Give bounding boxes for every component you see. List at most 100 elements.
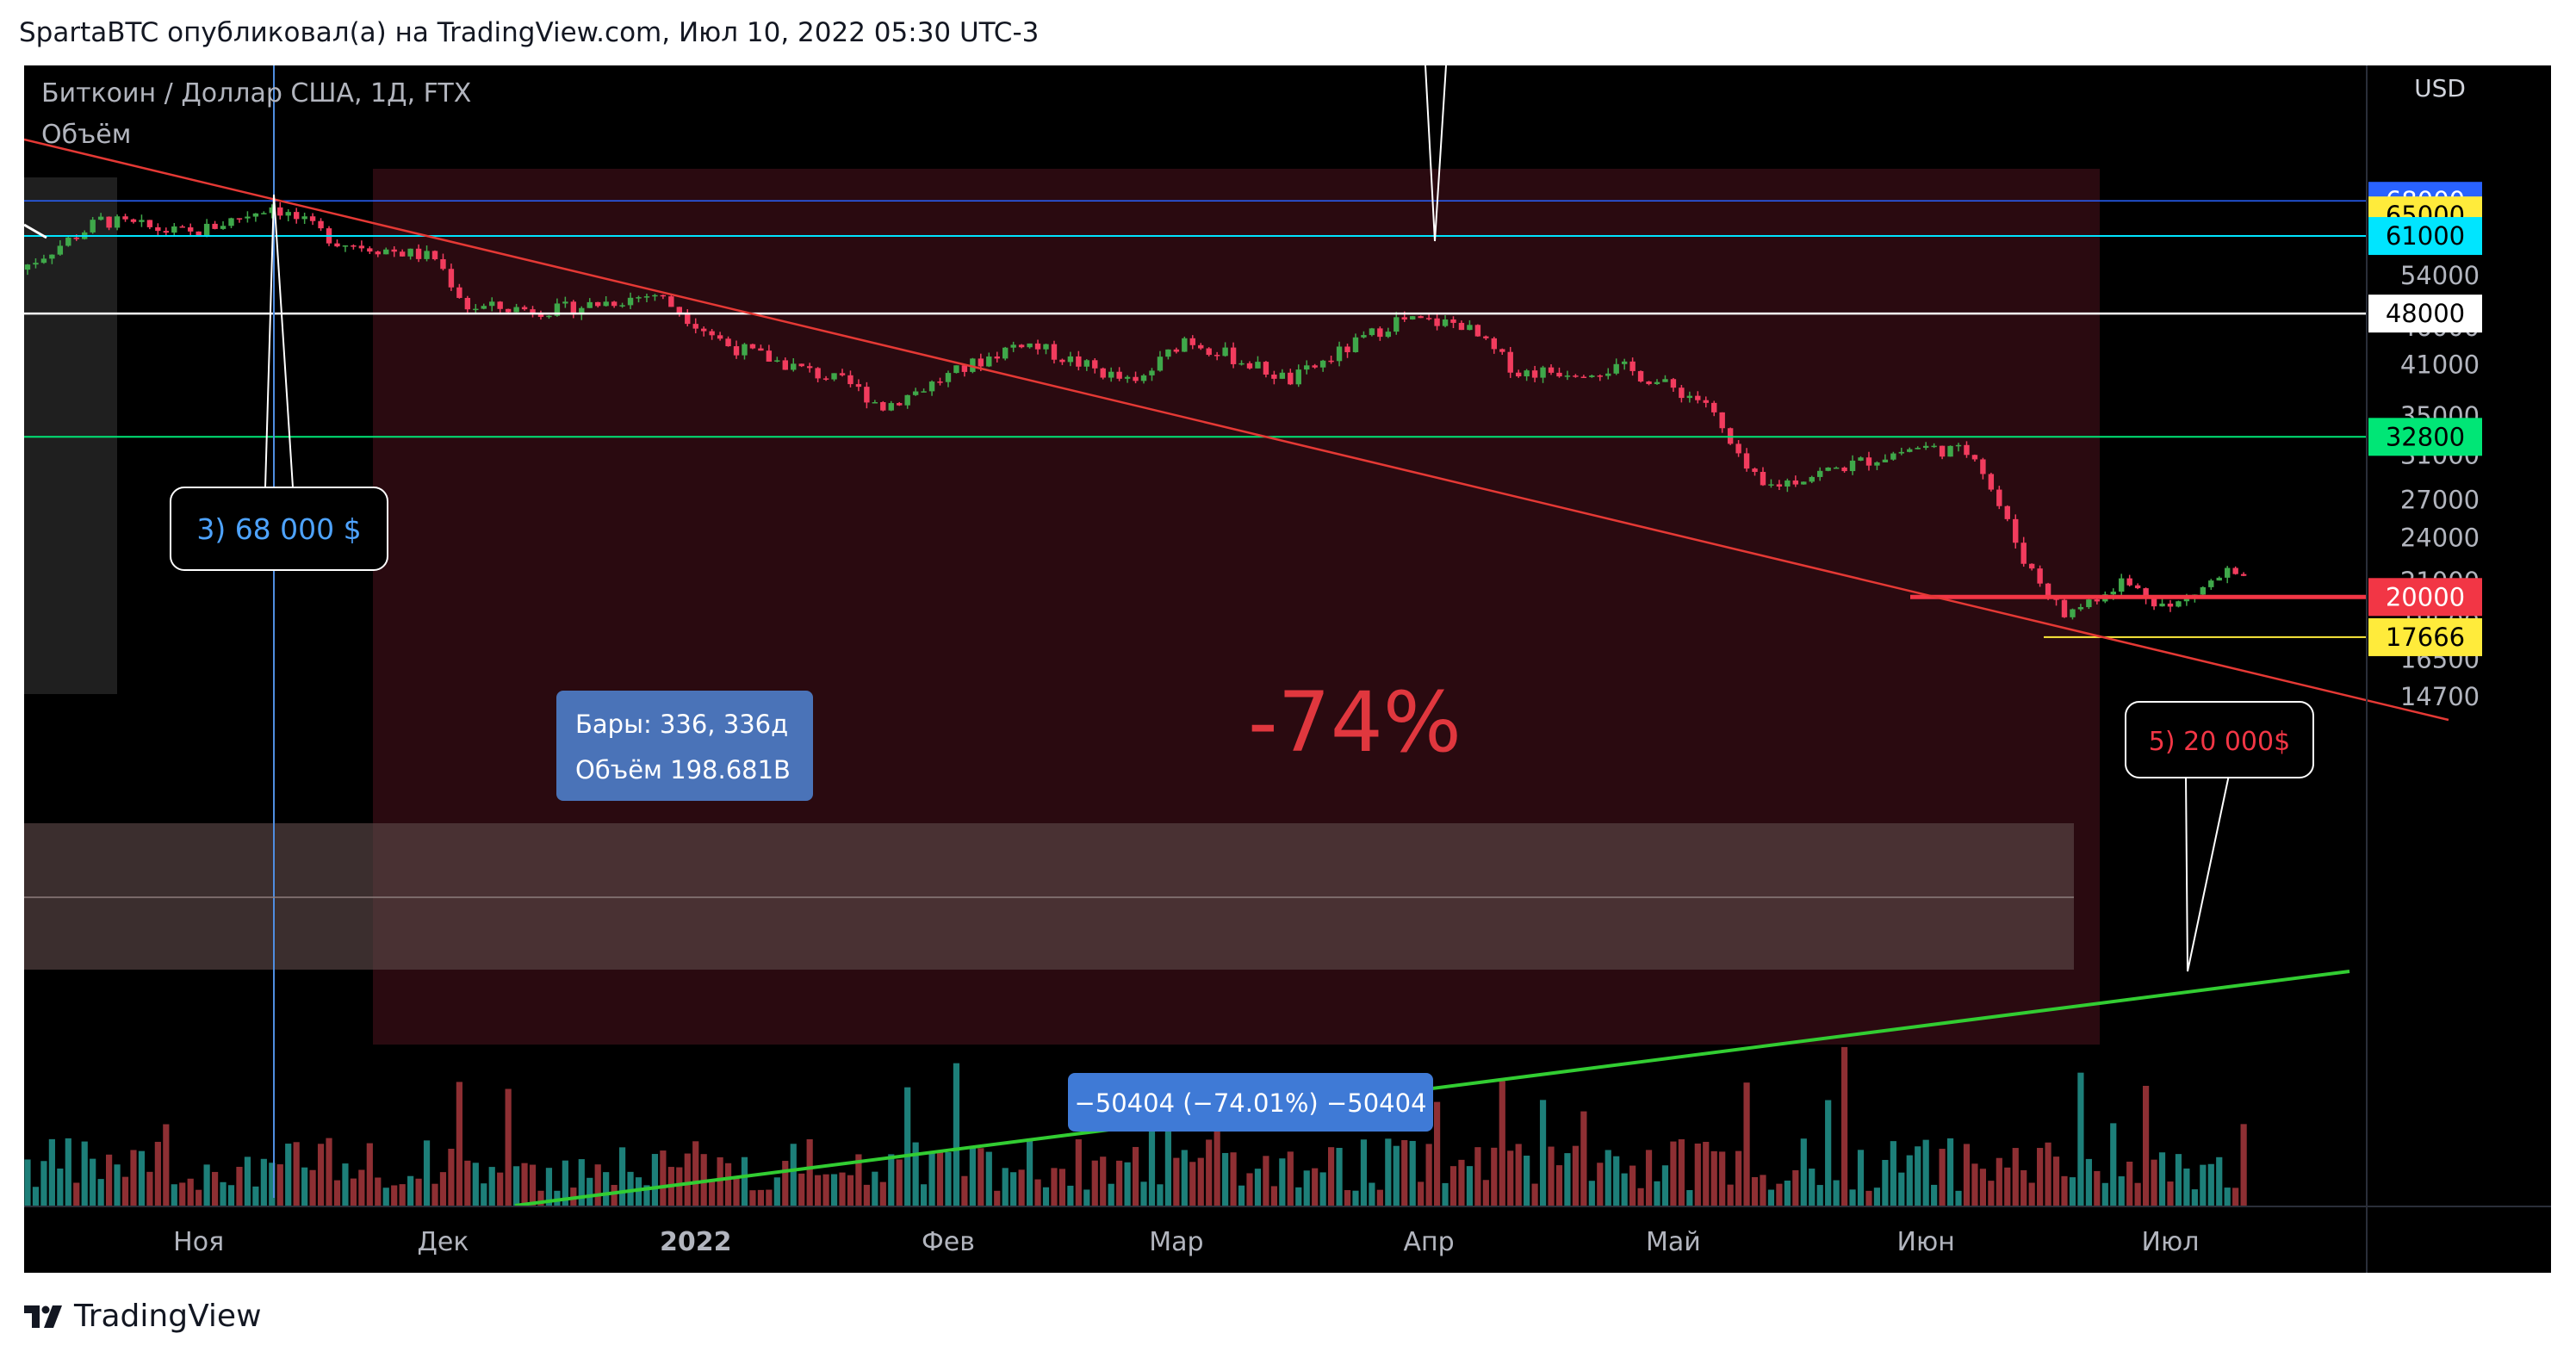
volume-bar (1727, 1184, 1734, 1206)
candle-body (627, 297, 634, 306)
volume-bar (1042, 1187, 1050, 1206)
candle-body (1246, 363, 1253, 369)
candle-body (839, 373, 846, 375)
volume-bar (2134, 1182, 2141, 1206)
volume-bar (2069, 1177, 2076, 1206)
candle-body (537, 313, 544, 318)
volume-bar (839, 1172, 846, 1206)
price-chart[interactable]: 5400046000410003500031000270002400021000… (24, 65, 2551, 1273)
footer-brand: TradingView (74, 1299, 262, 1334)
candle-body (1898, 451, 1904, 454)
candle-body (146, 220, 153, 227)
volume-bar (301, 1167, 308, 1206)
candle-body (1083, 360, 1089, 367)
volume-bar (1629, 1165, 1636, 1206)
volume-bar (2012, 1148, 2019, 1206)
volume-bar (904, 1087, 911, 1206)
volume-bar (1067, 1185, 1074, 1206)
volume-bar (130, 1150, 137, 1206)
volume-bar (1449, 1166, 1457, 1206)
volume-bar (1597, 1163, 1604, 1206)
consolidation-zone (24, 823, 2074, 970)
volume-bar (269, 1163, 276, 1206)
volume-bar (1825, 1100, 1832, 1206)
volume-bar (1833, 1180, 1840, 1206)
candle-body (742, 344, 748, 356)
candle-body (163, 231, 170, 233)
candle-body (1907, 449, 1913, 452)
volume-bar (415, 1178, 422, 1206)
volume-bar (2158, 1152, 2166, 1206)
candle-body (1108, 371, 1114, 378)
candle-body (1018, 344, 1025, 348)
candle-body (2020, 543, 2027, 564)
candles (24, 202, 2247, 620)
candle-body (1165, 349, 1171, 357)
volume-bar (692, 1141, 699, 1206)
candle-body (49, 254, 55, 259)
volume-bar (1051, 1168, 1058, 1206)
candle-body (888, 403, 894, 411)
volume-bar (1458, 1159, 1465, 1206)
x-tick-label: Июл (2142, 1227, 2200, 1257)
volume-bar (1654, 1181, 1660, 1206)
candle-body (1882, 459, 1889, 462)
candle-body (497, 301, 503, 309)
candle-body (1695, 395, 1701, 400)
candle-body (1931, 445, 1937, 448)
pointer-callout5 (2185, 774, 2230, 972)
volume-bar (529, 1164, 537, 1206)
candle-body (1149, 370, 1155, 375)
candle-body (953, 365, 959, 374)
callout-bottom-box[interactable] (2125, 701, 2314, 778)
volume-bar (945, 1152, 952, 1206)
candle-body (1825, 467, 1831, 471)
candle-body (1092, 360, 1098, 369)
volume-bar (2094, 1170, 2101, 1206)
candle-body (1507, 351, 1513, 373)
candle-body (978, 358, 984, 367)
candle-body (24, 264, 31, 270)
pointer-left (24, 223, 47, 239)
candle-body (2037, 568, 2043, 584)
volume-bar (684, 1153, 691, 1206)
candle-body (1686, 395, 1693, 399)
footer[interactable]: TradingView (24, 1299, 262, 1334)
symbol-legend[interactable]: Биткоин / Доллар США, 1Д, FTX (41, 78, 471, 109)
candle-body (1637, 370, 1644, 382)
candle-body (1304, 365, 1310, 370)
candle-body (855, 384, 862, 388)
candle-body (2232, 567, 2238, 574)
candle-body (407, 248, 413, 257)
x-axis[interactable]: Ноя Дек 2022 Фев Мар Апр Май Июн Июл (173, 1227, 2199, 1257)
volume-bar (2028, 1182, 2035, 1206)
y-tick-label: 14700 (2400, 682, 2480, 711)
volume-bar (806, 1138, 813, 1206)
volume-bar (1555, 1165, 1563, 1206)
volume-bar (179, 1182, 186, 1206)
candle-body (1865, 457, 1872, 466)
volume-bar (106, 1154, 113, 1206)
candle-body (203, 223, 210, 237)
volume-bar (733, 1177, 740, 1206)
candle-body (2225, 567, 2231, 578)
volume-bar (276, 1164, 283, 1206)
volume-bar (1882, 1159, 1889, 1206)
candle-body (986, 357, 992, 367)
volume-bar (2183, 1168, 2190, 1206)
volume-bar (456, 1082, 462, 1206)
candle-body (1418, 316, 1424, 319)
callout-top-box[interactable] (170, 487, 388, 571)
volume-bar (497, 1172, 504, 1206)
volume-bar (1922, 1139, 1929, 1206)
range-bars-text: Бары: 336, 336д (575, 710, 788, 739)
volume-bar (399, 1184, 406, 1206)
volume-legend[interactable]: Объём (41, 120, 131, 150)
chart-panel[interactable]: 5400046000410003500031000270002400021000… (24, 65, 2551, 1273)
volume-bar (1996, 1157, 2002, 1206)
candle-body (252, 213, 259, 217)
candle-body (1735, 443, 1741, 454)
candle-body (1703, 400, 1709, 403)
volume-bar (40, 1161, 47, 1206)
volume-bar (1760, 1175, 1766, 1206)
